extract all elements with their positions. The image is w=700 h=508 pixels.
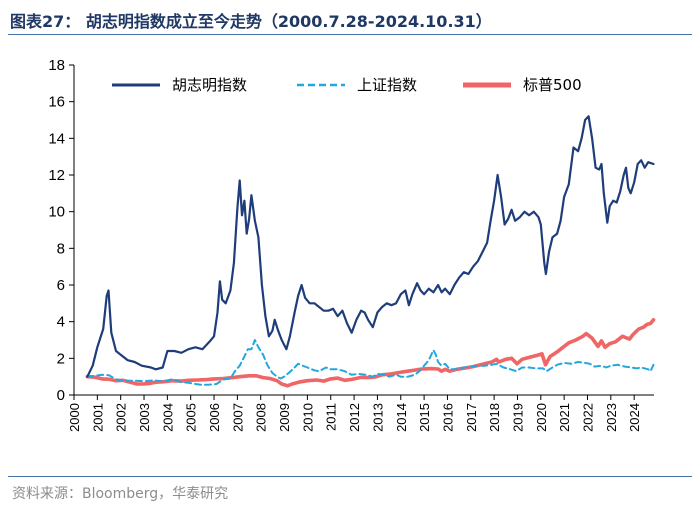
chart-legend: 胡志明指数 上证指数 标普500 [112,76,582,94]
y-tick-label: 8 [57,240,65,257]
x-tick-label: 2016 [440,403,455,432]
source-rule [8,476,692,477]
legend-item-shanghai-composite-label: 上证指数 [357,76,417,94]
x-tick-label: 2011 [324,403,339,431]
x-tick-label: 2008 [254,403,269,432]
x-tick-label: 2021 [557,403,572,432]
legend-item-sp500-label: 标普500 [523,76,582,94]
chart-axes: 0 2 4 6 8 10 12 14 16 18 2000 2001 2002 2003 2004 2005 2… [48,57,654,432]
x-tick-label: 2009 [277,403,292,432]
x-tick-label: 2019 [510,403,525,432]
x-tick-label: 2017 [464,403,479,432]
x-tick-label: 2001 [90,403,105,432]
y-tick-label: 0 [57,387,65,404]
x-tick-label: 2006 [207,403,222,432]
x-tick-label: 2007 [230,403,245,432]
source-note: 资料来源：Bloomberg，华泰研究 [12,486,229,502]
legend-item-vn-index-label: 胡志明指数 [172,76,247,94]
title-rule [8,34,692,35]
y-tick-label: 18 [48,57,65,74]
x-tick-label: 2024 [627,403,642,432]
x-tick-label: 2013 [370,403,385,432]
y-tick-label: 14 [48,130,65,147]
y-tick-label: 4 [57,314,65,331]
x-tick-label: 2003 [137,403,152,432]
x-tick-label: 2022 [580,403,595,432]
y-tick-label: 16 [48,94,65,111]
x-tick-label: 2018 [487,403,502,432]
series-line-sp500 [85,318,656,388]
x-tick-label: 2023 [604,403,619,432]
y-tick-label: 12 [48,167,65,184]
line-chart: 0 2 4 6 8 10 12 14 16 18 2000 2001 2002 2003 2004 2005 2… [48,57,656,432]
x-tick-label: 2000 [67,403,82,432]
x-tick-label: 2002 [114,403,129,432]
x-tick-label: 2012 [347,403,362,432]
y-tick-label: 10 [48,204,65,221]
x-tick-label: 2014 [394,403,409,432]
x-tick-label: 2020 [534,403,549,432]
x-tick-label: 2004 [160,403,175,432]
x-tick-label: 2010 [300,403,315,432]
x-tick-label: 2005 [184,403,199,432]
x-tick-label: 2015 [417,403,432,432]
series-line-vn-index [86,115,655,378]
series-line-shanghai-composite [86,339,655,386]
y-tick-label: 6 [57,277,65,294]
figure-title: 图表27： 胡志明指数成立至今走势（2000.7.28-2024.10.31） [10,12,492,31]
series-layer [85,115,656,388]
y-tick-label: 2 [57,350,65,367]
